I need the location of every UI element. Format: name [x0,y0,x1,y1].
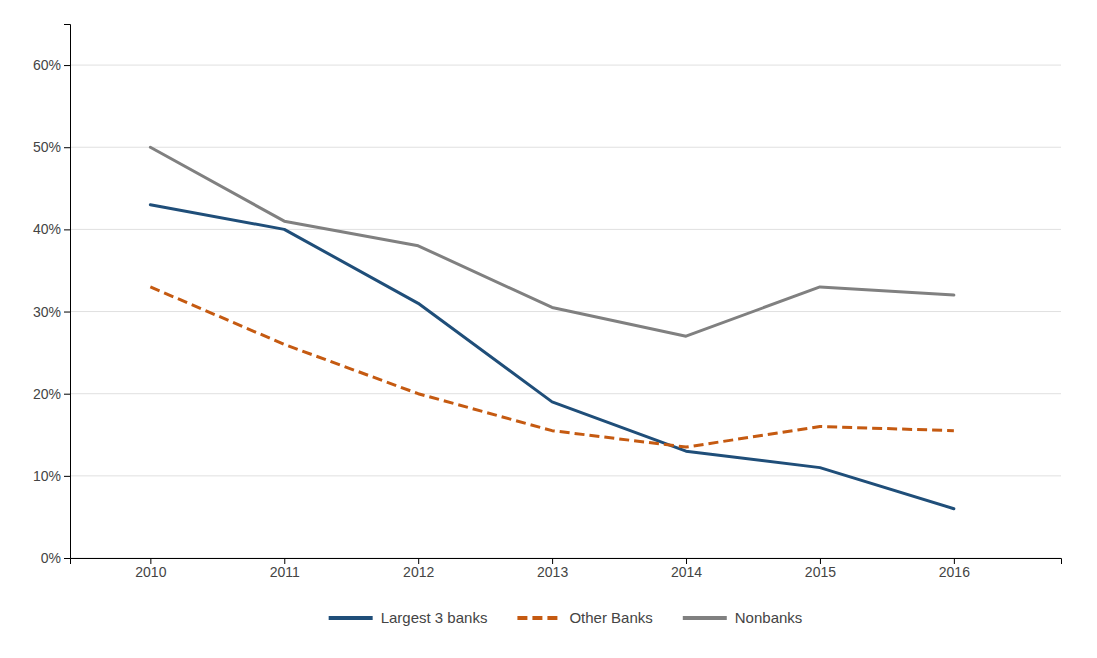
x-tick: 2015 [805,558,836,580]
grid-line [70,229,1061,230]
y-tick-mark [64,476,70,477]
plot: 2010 2011 2012 2013 2014 2015 2016 0% 10% 20% 30% 4… [33,25,1062,580]
x-tick-label: 2011 [270,564,300,580]
x-tick: 2016 [939,558,970,580]
x-tick: 2011 [270,558,300,580]
series-line [150,147,954,336]
legend-item: Largest 3 banks [329,609,488,626]
y-tick-mark [64,394,70,395]
y-tick-label: 0% [41,550,61,566]
x-tick-label: 2014 [671,564,702,580]
y-tick-mark [64,312,70,313]
grid-line [70,147,1061,148]
legend-label: Other Banks [569,609,652,626]
grid-line [70,393,1061,394]
y-tick-mark [64,65,70,66]
x-tick-label: 2010 [135,564,166,580]
y-tick-label: 40% [33,221,61,237]
y-tick-label: 20% [33,386,61,402]
y-tick: 30% [33,304,70,320]
legend-swatch [517,616,561,620]
y-tick-label: 30% [33,304,61,320]
x-tick-label: 2013 [537,564,568,580]
x-tick-label: 2012 [403,564,434,580]
y-tick-mark [64,558,70,559]
y-tick-label: 60% [33,57,61,73]
chart: 2010 2011 2012 2013 2014 2015 2016 0% 10% 20% 30% 4… [0,0,1097,658]
x-axis: 2010 2011 2012 2013 2014 2015 2016 [71,558,1062,580]
y-tick-mark [64,147,70,148]
legend-swatch [683,616,727,620]
y-tick-mark [64,229,70,230]
legend-item: Other Banks [517,609,652,626]
y-tick: 40% [33,221,70,237]
grid-line [70,65,1061,66]
series-line [150,287,954,447]
legend-label: Nonbanks [735,609,803,626]
y-tick: 0% [41,550,70,566]
x-tick: 2010 [135,558,166,580]
legend-swatch [329,616,373,620]
y-tick-label: 10% [33,468,61,484]
grid-line [70,475,1061,476]
series-line [150,205,954,509]
y-axis-line [64,25,71,559]
x-tick: 2012 [403,558,434,580]
y-axis: 0% 10% 20% 30% 40% 50% 60% [33,25,71,566]
x-tick: 2013 [537,558,568,580]
y-tick: 10% [33,468,70,484]
x-tick: 2014 [671,558,702,580]
grid [70,65,1061,558]
legend-label: Largest 3 banks [381,609,488,626]
y-tick: 50% [33,139,70,155]
y-tick: 60% [33,57,70,73]
legend-item: Nonbanks [683,609,803,626]
y-tick-label: 50% [33,139,61,155]
legend: Largest 3 banks Other Banks Nonbanks [329,609,803,626]
x-tick-label: 2016 [939,564,970,580]
x-tick-label: 2015 [805,564,836,580]
lines [150,147,954,508]
y-tick: 20% [33,386,70,402]
